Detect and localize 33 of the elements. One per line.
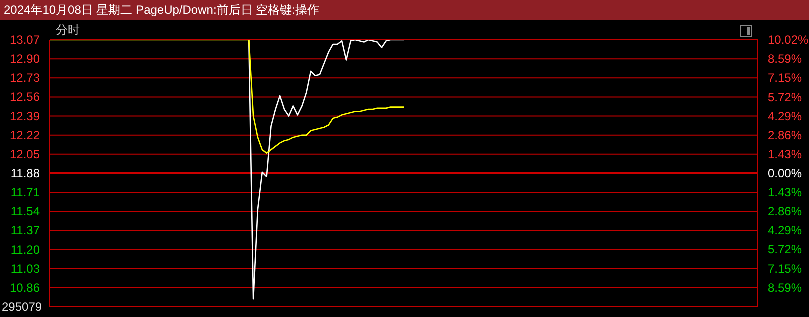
y2-tick-label: 8.59% [768,280,802,295]
y2-tick-label: 2.86% [768,204,802,219]
chart-subtitle: 分时 [56,23,80,37]
y-tick-label: 13.07 [10,33,40,47]
chart-title: 2024年10月08日 星期二 PageUp/Down:前后日 空格键:操作 [4,3,320,17]
y2-tick-label: 5.72% [768,90,802,104]
y2-tick-label: 1.43% [768,186,802,200]
y-tick-label: 10.86 [10,280,40,295]
y2-tick-label: 5.72% [768,242,802,257]
y-tick-label: 12.22 [10,128,40,142]
line-series [248,40,405,300]
y-tick-label: 12.56 [10,90,40,104]
y-tick-label: 12.05 [10,147,40,162]
y2-tick-label: 10.02% [768,33,809,47]
y-tick-label: 12.73 [10,71,40,86]
y2-tick-label: 4.29% [768,224,802,238]
text: 295079 [2,300,42,314]
y2-tick-label: 7.15% [768,262,802,276]
y-tick-label: 11.37 [10,224,40,238]
line-series [49,40,405,154]
y2-tick-label: 1.43% [768,147,802,162]
y2-tick-label: 7.15% [768,71,802,86]
y-tick-label: 11.20 [10,242,40,257]
y-tick-label: 11.71 [10,186,40,200]
y-tick-label: 12.90 [10,52,40,66]
y-tick-label: 11.54 [10,204,40,219]
y-tick-label: 12.39 [10,109,40,124]
y2-tick-label: 0.00% [768,166,802,180]
y-tick-label: 11.88 [10,166,40,180]
y2-tick-label: 8.59% [768,52,802,66]
y2-tick-label: 4.29% [768,109,802,124]
y-tick-label: 11.03 [10,262,40,276]
y2-tick-label: 2.86% [768,128,802,142]
